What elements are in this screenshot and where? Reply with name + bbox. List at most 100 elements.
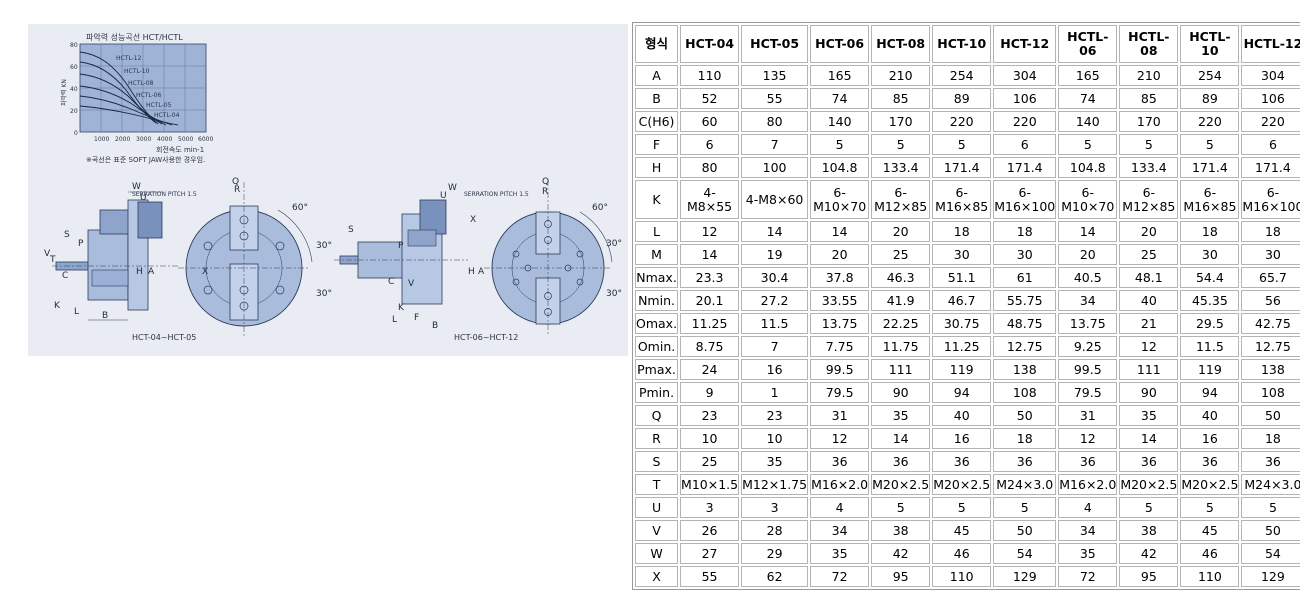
x-axis-label: 회전속도 min-1 — [156, 145, 204, 154]
table-cell: M16×2.0 — [1058, 474, 1118, 495]
table-cell: 10 — [680, 428, 740, 449]
table-cell: 94 — [1180, 382, 1240, 403]
table-cell: 52 — [680, 88, 740, 109]
table-cell: 27 — [680, 543, 740, 564]
row-label: Omin. — [635, 336, 679, 357]
table-cell: 35 — [741, 451, 809, 472]
dim-label: L — [74, 307, 79, 317]
table-cell: 133.4 — [1119, 157, 1179, 178]
curve-label: HCTL-05 — [146, 102, 172, 109]
header-cell: HCTL-12 — [1241, 25, 1300, 63]
table-cell: 61 — [993, 267, 1057, 288]
table-cell: 55 — [741, 88, 809, 109]
side-view-right: W U SERRATION PITCH 1.5 S P C V K L F B … — [334, 183, 529, 331]
table-cell: 29.5 — [1180, 313, 1240, 334]
table-cell: 129 — [993, 566, 1057, 587]
table-cell: 129 — [1241, 566, 1300, 587]
table-cell: 23 — [680, 405, 740, 426]
table-cell: 36 — [993, 451, 1057, 472]
table-cell: 95 — [871, 566, 931, 587]
table-cell: 220 — [932, 111, 992, 132]
dim-label: S — [64, 230, 70, 240]
table-row: M 14 19 20 25 30 30 20 25 30 30 — [635, 244, 1300, 265]
table-cell: 36 — [1241, 451, 1300, 472]
table-cell: 18 — [1180, 221, 1240, 242]
table-cell: M24×3.0 — [993, 474, 1057, 495]
table-row: Omax. 11.25 11.5 13.75 22.25 30.75 48.75 13.75 2… — [635, 313, 1300, 334]
table-row: S 25 35 36 36 36 36 36 36 36 36 — [635, 451, 1300, 472]
table-cell: 36 — [1119, 451, 1179, 472]
header-cell: HCT-08 — [871, 25, 931, 63]
table-cell: 5 — [932, 497, 992, 518]
table-cell: 170 — [1119, 111, 1179, 132]
table-cell: 41.9 — [871, 290, 931, 311]
table-cell: 5 — [1119, 497, 1179, 518]
table-cell: 90 — [1119, 382, 1179, 403]
table-cell: 104.8 — [1058, 157, 1118, 178]
dim-label: C — [62, 271, 68, 281]
table-cell: 26 — [680, 520, 740, 541]
table-cell: 16 — [741, 359, 809, 380]
curve-label: HCTL-12 — [116, 55, 142, 62]
table-cell: 304 — [1241, 65, 1300, 86]
table-cell: 22.25 — [871, 313, 931, 334]
y-axis-label: 파악력 KN — [60, 79, 68, 106]
table-cell: 18 — [1241, 221, 1300, 242]
table-cell: 171.4 — [932, 157, 992, 178]
table-cell: 45.35 — [1180, 290, 1240, 311]
y-tick: 40 — [70, 86, 78, 93]
table-cell: 72 — [810, 566, 870, 587]
table-cell: 89 — [932, 88, 992, 109]
table-cell: 99.5 — [810, 359, 870, 380]
table-cell: 50 — [1241, 405, 1300, 426]
table-cell: 6-M12×85 — [871, 180, 931, 219]
table-cell: 42 — [871, 543, 931, 564]
table-cell: 80 — [680, 157, 740, 178]
table-cell: 4-M8×60 — [741, 180, 809, 219]
dim-label: P — [398, 241, 404, 251]
table-cell: 35 — [871, 405, 931, 426]
table-cell: 36 — [932, 451, 992, 472]
dim-label: B — [432, 321, 438, 331]
table-cell: 108 — [1241, 382, 1300, 403]
row-label: V — [635, 520, 679, 541]
dim-label: L — [392, 315, 397, 325]
table-cell: 40 — [932, 405, 992, 426]
table-cell: 12.75 — [993, 336, 1057, 357]
table-cell: 5 — [1180, 497, 1240, 518]
table-cell: 5 — [871, 497, 931, 518]
table-cell: 170 — [871, 111, 931, 132]
table-cell: 220 — [1180, 111, 1240, 132]
table-cell: 171.4 — [993, 157, 1057, 178]
table-cell: 18 — [993, 221, 1057, 242]
table-cell: 11.25 — [932, 336, 992, 357]
row-label: F — [635, 134, 679, 155]
table-cell: M20×2.5 — [932, 474, 992, 495]
table-row: A 110 135 165 210 254 304 165 210 254 304 — [635, 65, 1300, 86]
table-cell: 8.75 — [680, 336, 740, 357]
table-cell: M20×2.5 — [871, 474, 931, 495]
header-cell: HCT-06 — [810, 25, 870, 63]
spec-table: 형식 HCT-04 HCT-05 HCT-06 HCT-08 HCT-10 HC… — [632, 22, 1300, 590]
front-view-left: 60° 30° 30° Q R X — [178, 177, 332, 336]
chart-x-ticks: 1000 2000 3000 4000 5000 6000 — [94, 136, 213, 143]
dim-label: X — [470, 215, 476, 225]
table-cell: 85 — [871, 88, 931, 109]
table-cell: 42 — [1119, 543, 1179, 564]
table-row: H 80 100 104.8 133.4 171.4 171.4 104.8 133.4 171.… — [635, 157, 1300, 178]
row-label: Nmax. — [635, 267, 679, 288]
table-cell: 20 — [871, 221, 931, 242]
table-cell: 46.3 — [871, 267, 931, 288]
dim-label: A — [148, 267, 155, 277]
table-cell: 14 — [810, 221, 870, 242]
angle-label: 30° — [606, 239, 622, 249]
table-cell: 36 — [810, 451, 870, 472]
table-cell: 210 — [871, 65, 931, 86]
table-cell: 31 — [810, 405, 870, 426]
table-row: Nmin. 20.1 27.2 33.55 41.9 46.7 55.75 34 40 45.35… — [635, 290, 1300, 311]
table-cell: 6 — [1241, 134, 1300, 155]
table-cell: 171.4 — [1180, 157, 1240, 178]
dim-label: F — [414, 313, 419, 323]
table-cell: 54 — [1241, 543, 1300, 564]
